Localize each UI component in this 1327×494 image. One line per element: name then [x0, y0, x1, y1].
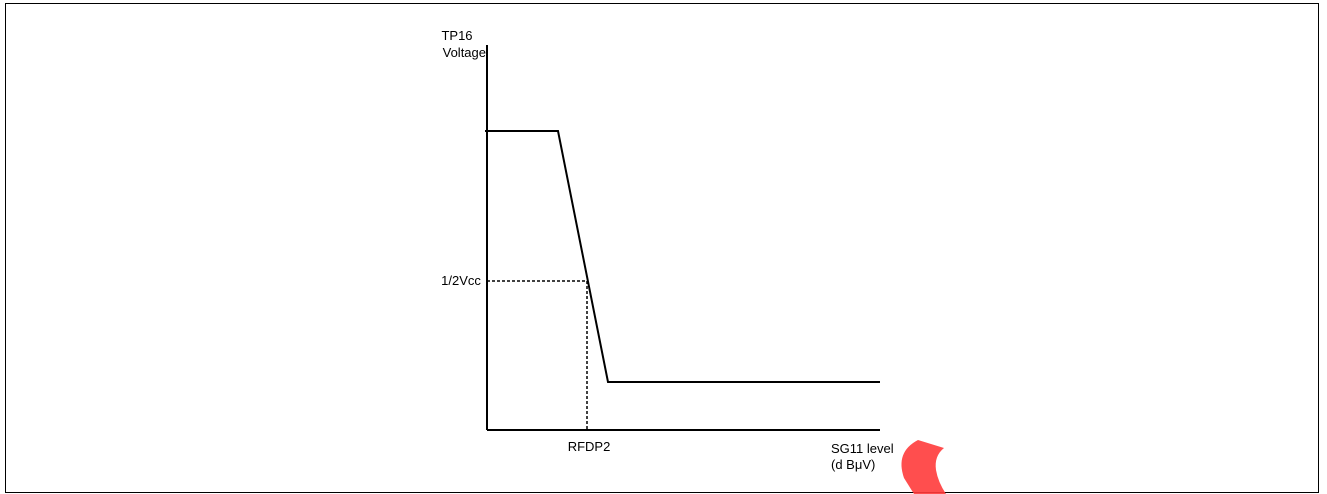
- half-vcc-label: 1/2Vcc: [441, 273, 481, 288]
- y-axis-label-line1: TP16: [441, 28, 472, 43]
- diagram-frame: [5, 3, 1319, 493]
- rfdp2-label: RFDP2: [568, 439, 611, 454]
- x-axis-label-line1: SG11 level: [831, 441, 894, 456]
- watermark-mark: [901, 440, 946, 494]
- y-axis-label-line2: Voltage: [443, 45, 486, 60]
- x-axis-label-line2: (d BμV): [831, 457, 875, 472]
- voltage-curve: [485, 130, 880, 383]
